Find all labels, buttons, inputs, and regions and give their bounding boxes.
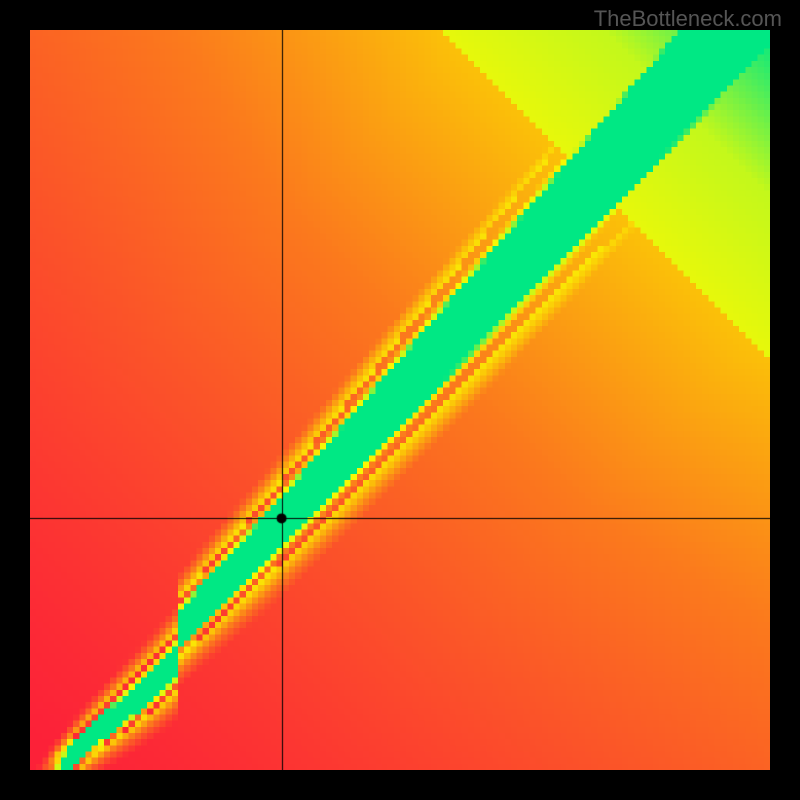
crosshair-overlay bbox=[30, 30, 770, 770]
watermark-text: TheBottleneck.com bbox=[594, 6, 782, 32]
